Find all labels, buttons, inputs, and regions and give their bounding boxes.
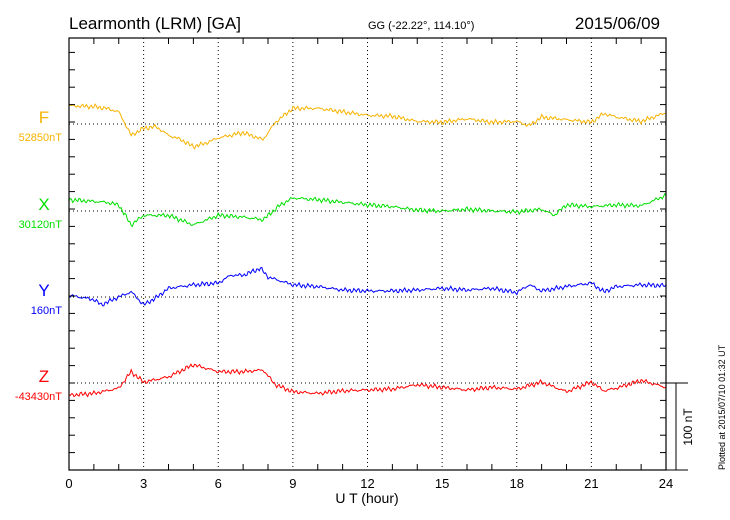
series-labels: F 52850nT X 30120nT Y 160nT Z -43430nT xyxy=(15,108,62,403)
x-tick-label: 24 xyxy=(659,476,673,491)
series-baseline-Y: 160nT xyxy=(31,305,62,317)
axes: 0 3 6 9 12 15 18 21 24 xyxy=(65,37,688,491)
x-tick-label: 0 xyxy=(65,476,72,491)
x-tick-label: 21 xyxy=(584,476,598,491)
series-line-Z xyxy=(68,363,667,398)
series-group xyxy=(68,103,667,398)
series-line-Y xyxy=(68,266,667,307)
x-tick-label: 15 xyxy=(435,476,449,491)
series-line-F xyxy=(68,103,667,150)
x-axis-label: U T (hour) xyxy=(335,490,398,506)
series-name-Y: Y xyxy=(38,281,49,300)
date-label: 2015/06/09 xyxy=(575,14,660,33)
x-tick-label: 3 xyxy=(140,476,147,491)
series-baseline-X: 30120nT xyxy=(19,219,63,231)
scale-bar-label: 100 nT xyxy=(681,408,695,446)
series-name-X: X xyxy=(38,195,49,214)
grid xyxy=(69,38,688,470)
x-tick-label: 9 xyxy=(289,476,296,491)
x-tick-label: 6 xyxy=(215,476,222,491)
x-tick-label: 12 xyxy=(360,476,374,491)
coordinates-label: GG (-22.22°, 114.10°) xyxy=(368,20,474,32)
x-tick-label: 18 xyxy=(510,476,524,491)
series-baseline-F: 52850nT xyxy=(19,132,63,144)
series-name-Z: Z xyxy=(39,367,49,386)
plot-frame xyxy=(68,37,667,471)
series-line-X xyxy=(68,192,667,228)
station-title: Learmonth (LRM) [GA] xyxy=(69,14,241,33)
series-name-F: F xyxy=(39,108,49,127)
plotted-at-label: Plotted at 2015/07/10 01:32 UT xyxy=(717,344,727,470)
series-baseline-Z: -43430nT xyxy=(15,391,62,403)
